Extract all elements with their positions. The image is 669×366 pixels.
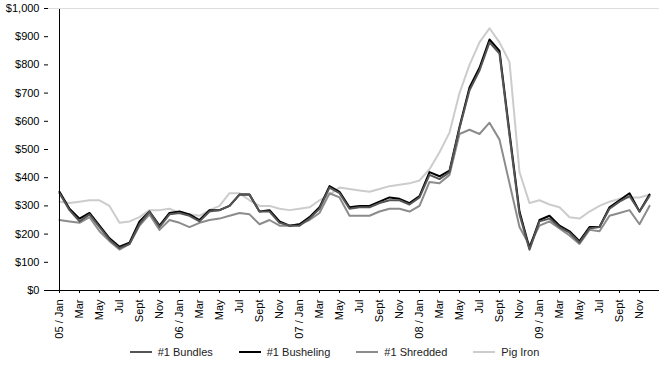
html-text:#1 Shredded: #1 Shredded <box>384 346 448 358</box>
svg-text:$800: $800 <box>15 58 39 70</box>
svg-text:$400: $400 <box>15 171 39 183</box>
svg-text:Sept: Sept <box>493 300 505 323</box>
html-text:#1 Busheling: #1 Busheling <box>266 346 331 358</box>
svg-text:$0: $0 <box>27 284 39 296</box>
svg-text:May: May <box>573 299 585 320</box>
svg-text:Mar: Mar <box>73 299 85 318</box>
svg-text:$600: $600 <box>15 115 39 127</box>
svg-text:09 / Jan: 09 / Jan <box>533 300 545 339</box>
svg-text:$300: $300 <box>15 199 39 211</box>
svg-text:Mar: Mar <box>433 299 445 318</box>
svg-text:May: May <box>93 299 105 320</box>
svg-text:Jul: Jul <box>473 300 485 314</box>
svg-text:08 / Jan: 08 / Jan <box>413 300 425 339</box>
svg-text:06 / Jan: 06 / Jan <box>173 300 185 339</box>
svg-text:$100: $100 <box>15 256 39 268</box>
svg-text:Mar: Mar <box>193 299 205 318</box>
svg-text:$900: $900 <box>15 30 39 42</box>
svg-text:Nov: Nov <box>513 299 525 319</box>
svg-text:May: May <box>213 299 225 320</box>
svg-text:Sept: Sept <box>613 300 625 323</box>
svg-text:Nov: Nov <box>273 299 285 319</box>
svg-text:Sept: Sept <box>373 300 385 323</box>
svg-text:Jul: Jul <box>113 300 125 314</box>
svg-text:Nov: Nov <box>153 299 165 319</box>
svg-text:Mar: Mar <box>553 299 565 318</box>
svg-text:Sept: Sept <box>133 300 145 323</box>
svg-text:Nov: Nov <box>633 299 645 319</box>
svg-text:Jul: Jul <box>353 300 365 314</box>
html-text:#1 Bundles: #1 Bundles <box>157 346 213 358</box>
svg-text:May: May <box>333 299 345 320</box>
svg-text:Nov: Nov <box>393 299 405 319</box>
svg-text:$700: $700 <box>15 87 39 99</box>
svg-text:$1,000: $1,000 <box>6 2 40 14</box>
svg-text:$500: $500 <box>15 143 39 155</box>
svg-text:07 / Jan: 07 / Jan <box>293 300 305 339</box>
svg-text:Jul: Jul <box>233 300 245 314</box>
html-text:Pig Iron: Pig Iron <box>501 346 540 358</box>
svg-text:May: May <box>453 299 465 320</box>
svg-text:$200: $200 <box>15 228 39 240</box>
svg-text:Jul: Jul <box>593 300 605 314</box>
svg-text:Sept: Sept <box>253 300 265 323</box>
svg-text:Mar: Mar <box>313 299 325 318</box>
svg-text:05 / Jan: 05 / Jan <box>53 300 65 339</box>
